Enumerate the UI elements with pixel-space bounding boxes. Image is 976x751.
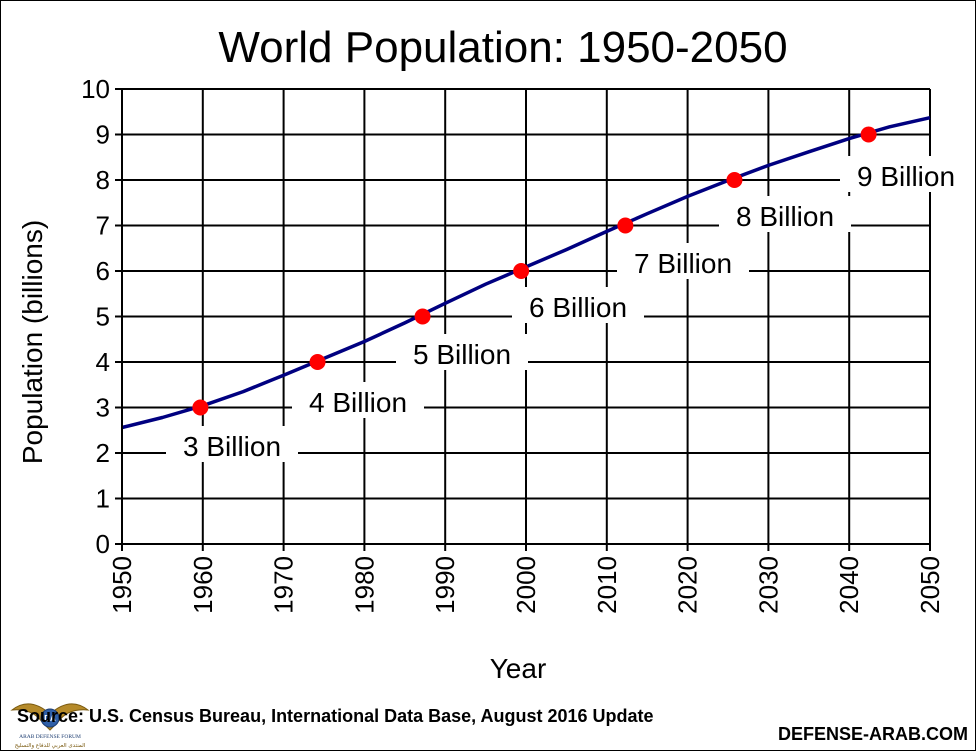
x-tick-label: 2050 xyxy=(915,556,945,614)
x-axis-title: Year xyxy=(490,653,547,684)
plot-area xyxy=(121,115,931,430)
logo-arabic: المنتدى العربي للدفاع والتسليح xyxy=(15,743,86,749)
annotation-bg xyxy=(292,382,424,418)
x-tick-label: 1960 xyxy=(188,556,218,614)
milestone-marker xyxy=(192,399,209,416)
milestone-marker xyxy=(513,263,530,279)
annotation-label: 3 Billion xyxy=(183,431,281,462)
y-tick-label: 8 xyxy=(96,165,110,195)
x-tick-label: 2000 xyxy=(511,556,541,614)
x-tick-label: 2010 xyxy=(592,556,622,614)
grid xyxy=(122,88,931,544)
logo-mark: DA xyxy=(44,714,56,723)
annotation-bg xyxy=(617,243,749,279)
watermark: DEFENSE-ARAB.COM xyxy=(777,724,968,744)
annotation-bg xyxy=(396,334,528,370)
annotation-bg xyxy=(840,156,972,192)
forum-logo: DA ARAB DEFENSE FORUM المنتدى العربي للد… xyxy=(10,703,90,749)
logo-text: ARAB DEFENSE FORUM xyxy=(19,734,81,740)
y-tick-labels: 0 1 2 3 4 5 6 7 8 9 10 xyxy=(81,74,110,559)
x-tick-label: 2020 xyxy=(673,556,703,614)
y-tick-label: 5 xyxy=(96,302,110,332)
milestone-marker xyxy=(309,354,326,370)
milestone-marker xyxy=(617,217,634,234)
annotation-label: 7 Billion xyxy=(634,248,732,279)
annotation-bg xyxy=(719,196,851,232)
milestone-marker xyxy=(726,172,743,188)
x-tick-label: 1990 xyxy=(430,556,460,614)
y-tick-label: 4 xyxy=(96,347,110,377)
annotation-label: 5 Billion xyxy=(413,339,511,370)
x-tick-label: 1970 xyxy=(269,556,299,614)
x-tick-label: 2040 xyxy=(834,556,864,614)
annotation-label: 9 Billion xyxy=(857,161,955,192)
x-tick-label: 2030 xyxy=(753,556,783,614)
annotation-label: 4 Billion xyxy=(309,387,407,418)
milestone-marker xyxy=(414,308,431,325)
y-tick-label: 3 xyxy=(96,393,110,423)
annotation-bg xyxy=(512,287,644,323)
annotation-label: 8 Billion xyxy=(736,201,834,232)
source-note: Source: U.S. Census Bureau, Internationa… xyxy=(17,706,654,726)
x-tick-label: 1950 xyxy=(107,556,137,614)
y-axis-title: Population (billions) xyxy=(17,220,48,464)
y-tick-label: 7 xyxy=(96,211,110,241)
axes xyxy=(115,88,931,551)
y-tick-label: 6 xyxy=(96,256,110,286)
chart-title: World Population: 1950-2050 xyxy=(218,23,787,72)
x-tick-label: 1980 xyxy=(349,556,379,614)
y-tick-label: 1 xyxy=(96,484,110,514)
y-tick-label: 2 xyxy=(96,438,110,468)
x-tick-labels: 1950 1960 1970 1980 1990 2000 2010 2020 2030 2040… xyxy=(107,556,945,614)
annotation-label: 6 Billion xyxy=(529,292,627,323)
y-tick-label: 10 xyxy=(81,74,110,104)
milestone-marker xyxy=(860,126,877,143)
y-tick-label: 0 xyxy=(96,529,110,559)
y-tick-label: 9 xyxy=(96,120,110,150)
annotation-bg xyxy=(166,426,298,462)
